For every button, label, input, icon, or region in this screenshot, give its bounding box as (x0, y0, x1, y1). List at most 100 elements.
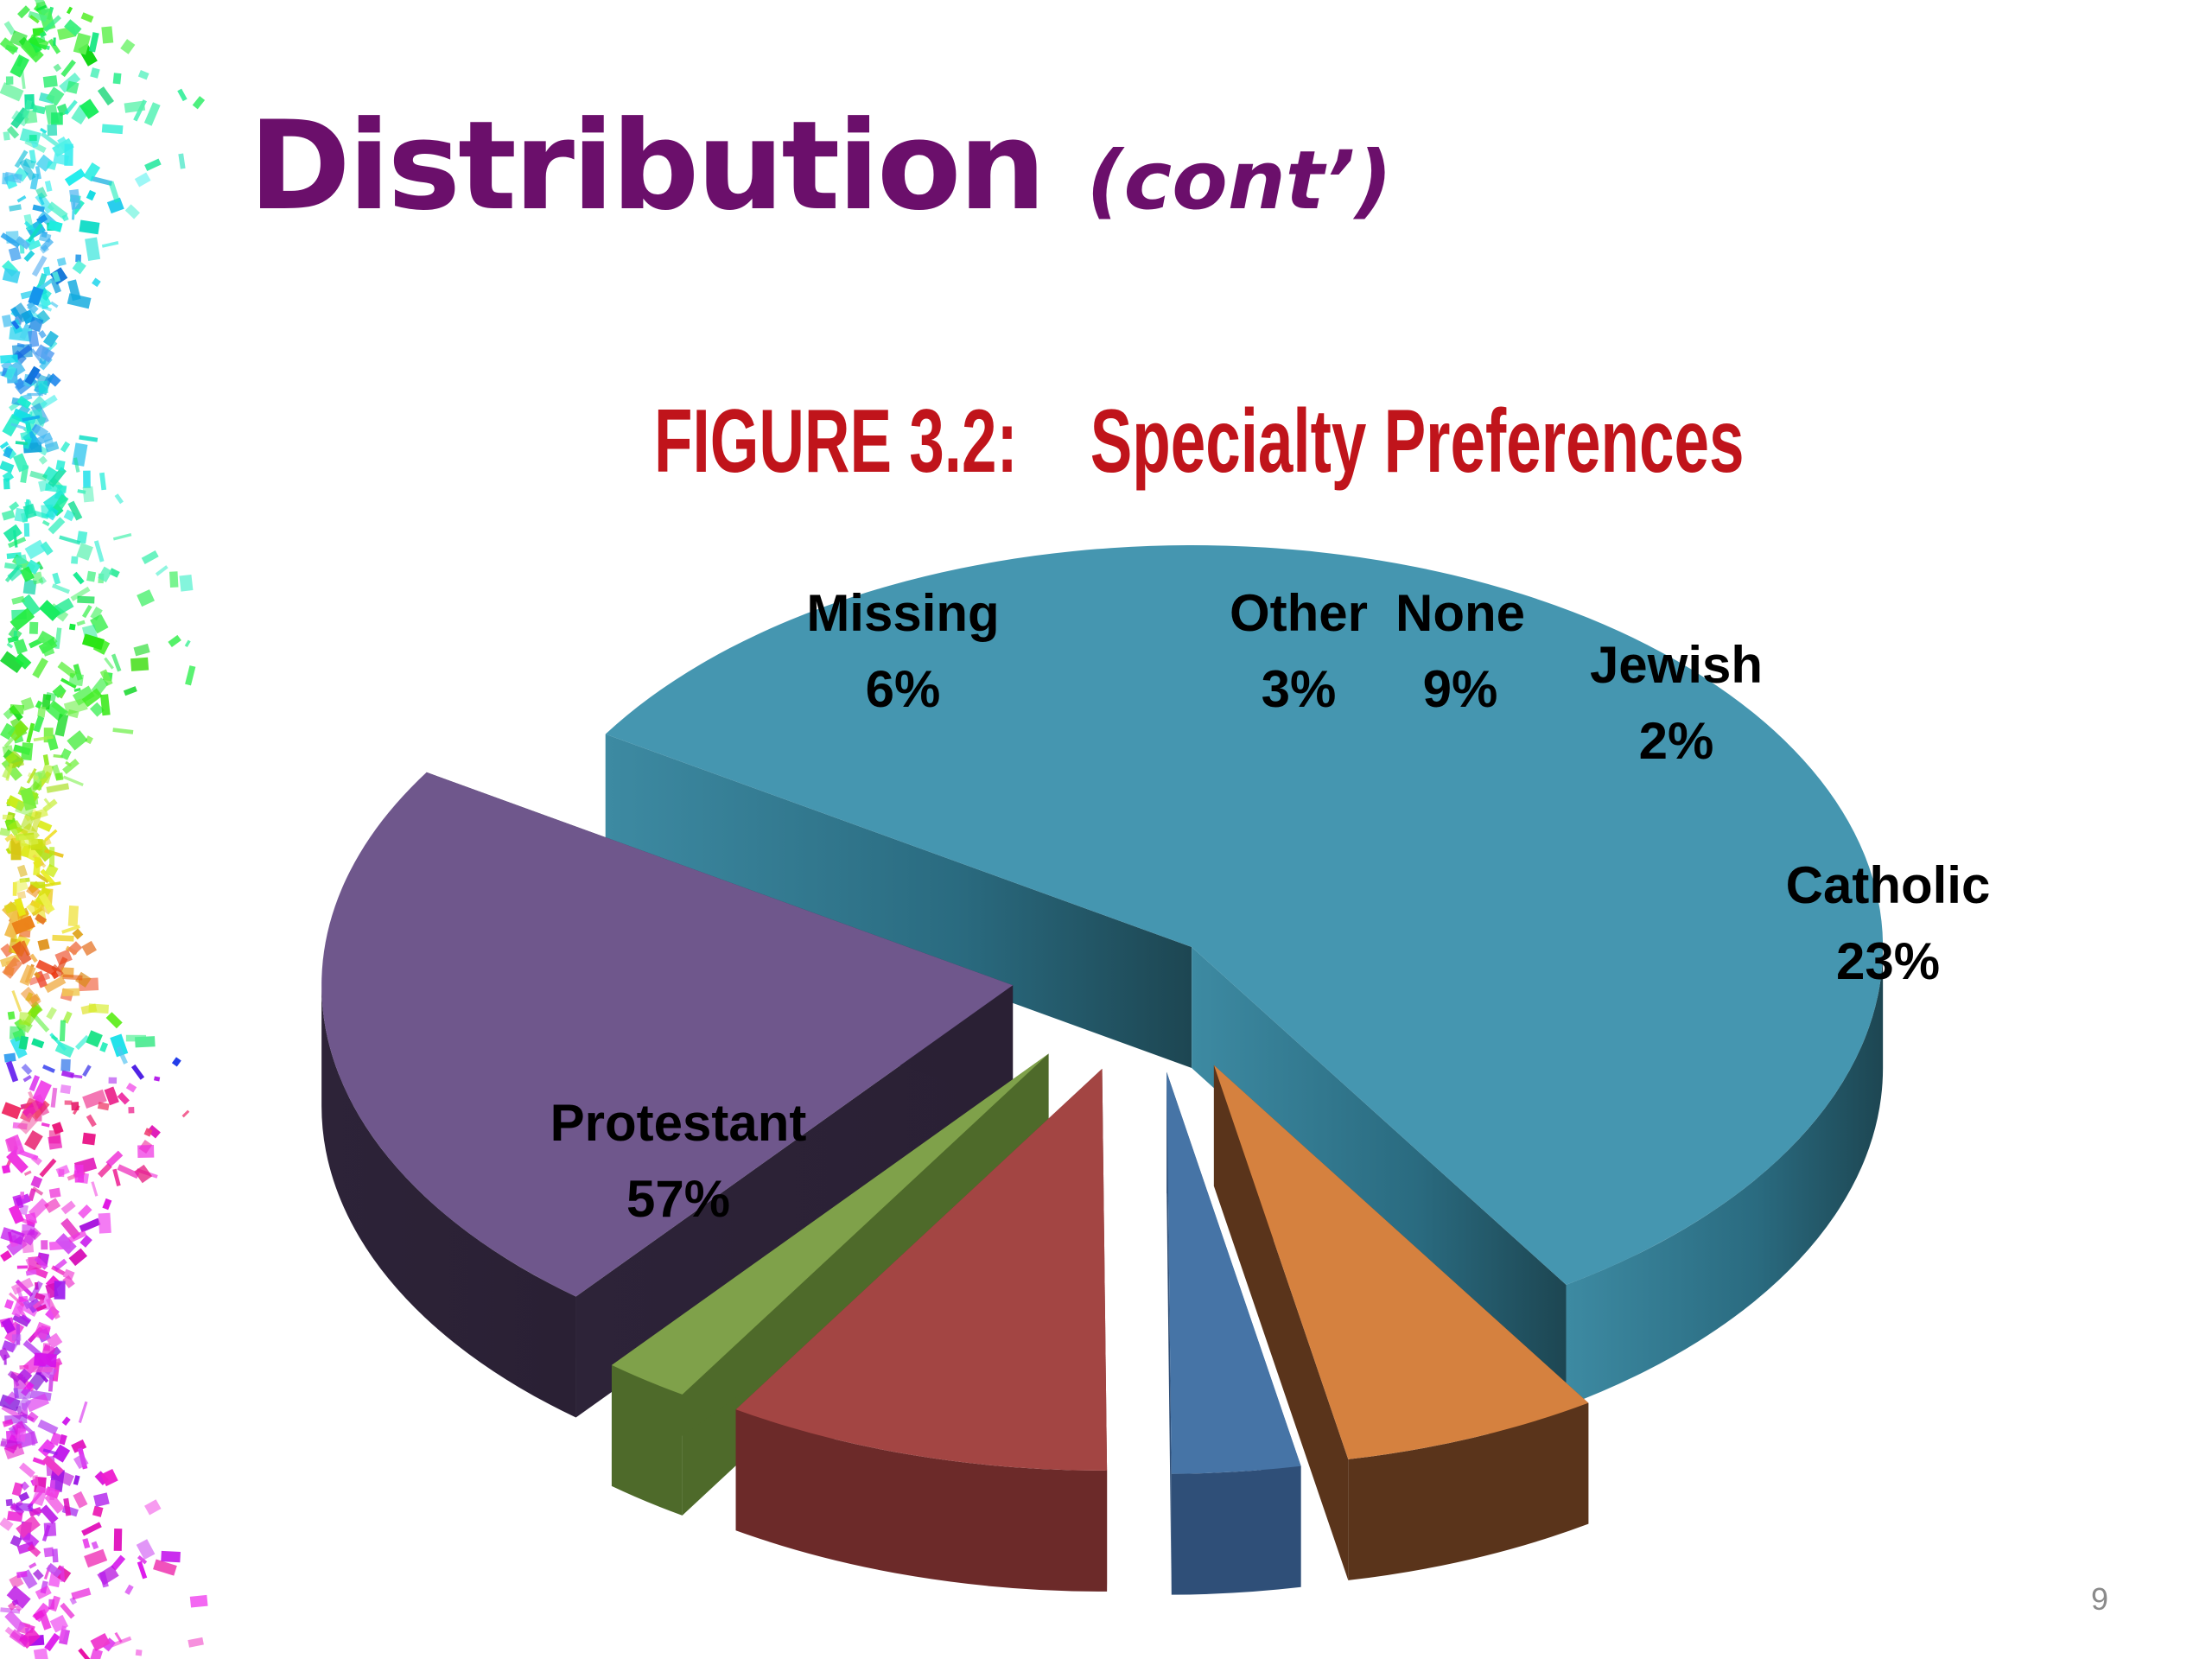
confetti-piece (14, 507, 27, 523)
page-number: 9 (2090, 1581, 2109, 1617)
confetti-piece (112, 73, 122, 85)
confetti-piece (168, 634, 181, 648)
confetti-piece (67, 709, 79, 719)
confetti-piece (20, 813, 35, 831)
pie-slice-protestant (605, 545, 1884, 1406)
confetti-piece (111, 653, 122, 672)
confetti-piece (16, 342, 25, 348)
confetti-piece (37, 820, 53, 832)
confetti-piece (74, 1164, 85, 1183)
confetti-piece (0, 1347, 10, 1361)
confetti-piece (60, 1084, 72, 1095)
confetti-piece (69, 188, 81, 210)
confetti-piece (3, 365, 17, 380)
confetti-piece (7, 635, 19, 644)
confetti-piece (3, 1443, 25, 1460)
confetti-piece (171, 1057, 181, 1067)
slice-top-catholic (321, 772, 1014, 1297)
confetti-piece (78, 1648, 94, 1659)
confetti-piece (28, 34, 49, 51)
confetti-piece (14, 149, 29, 168)
confetti-piece (37, 770, 47, 780)
confetti-piece (22, 1074, 32, 1083)
confetti-piece (62, 974, 83, 981)
confetti-piece (3, 447, 13, 459)
confetti-piece (6, 1585, 31, 1609)
confetti-piece (31, 571, 44, 585)
confetti-piece (54, 949, 73, 966)
confetti-piece (41, 694, 52, 710)
confetti-piece (44, 180, 53, 192)
confetti-piece (5, 848, 12, 855)
confetti-piece (44, 829, 58, 842)
confetti-piece (97, 86, 115, 106)
confetti-piece (73, 1491, 88, 1509)
confetti-piece (10, 423, 26, 430)
confetti-piece (92, 1505, 104, 1517)
confetti-piece (137, 70, 149, 80)
confetti-piece (68, 1248, 88, 1267)
confetti-piece (124, 1584, 134, 1595)
confetti-piece (117, 1164, 140, 1179)
confetti-piece (27, 223, 43, 243)
confetti-piece (0, 82, 24, 102)
confetti-piece (32, 1475, 39, 1486)
confetti-piece (111, 1554, 126, 1571)
confetti-piece (22, 158, 36, 169)
confetti-piece (3, 21, 16, 35)
confetti-piece (30, 1175, 43, 1189)
confetti-piece (3, 524, 22, 543)
confetti-piece (60, 1058, 71, 1071)
confetti-piece (22, 436, 33, 449)
confetti-piece (86, 1114, 97, 1128)
confetti-piece (79, 1235, 92, 1248)
confetti-piece (114, 493, 124, 505)
confetti-piece (85, 237, 101, 261)
confetti-piece (51, 1122, 64, 1135)
confetti-piece (0, 722, 16, 741)
confetti-piece (2, 814, 13, 820)
confetti-piece (15, 1389, 31, 1400)
confetti-piece (32, 1299, 45, 1310)
confetti-piece (41, 1455, 64, 1477)
pie-slice-none (735, 1068, 1108, 1592)
confetti-piece (29, 15, 40, 24)
confetti-piece (73, 457, 80, 473)
confetti-piece (43, 15, 61, 33)
confetti-piece (81, 604, 92, 619)
confetti-piece (35, 1304, 48, 1313)
confetti-piece (48, 219, 63, 232)
confetti-piece (42, 1065, 55, 1073)
confetti-piece (0, 232, 21, 248)
confetti-piece (81, 940, 97, 957)
confetti-piece (51, 1034, 59, 1041)
confetti-piece (49, 1432, 62, 1446)
confetti-piece (82, 1132, 96, 1146)
confetti-piece (81, 688, 103, 708)
confetti-piece (35, 344, 55, 363)
confetti-piece (0, 1250, 12, 1262)
confetti-piece (18, 833, 39, 847)
confetti-piece (169, 571, 179, 588)
confetti-piece (38, 893, 55, 913)
confetti-piece (16, 1427, 27, 1443)
confetti-piece (33, 856, 41, 876)
confetti-piece (40, 541, 54, 556)
confetti-piece (80, 12, 94, 23)
confetti-piece (61, 925, 80, 934)
confetti-piece (134, 1164, 153, 1184)
confetti-piece (61, 1416, 71, 1426)
confetti-piece (46, 161, 57, 171)
confetti-piece (78, 1205, 92, 1219)
confetti-piece (137, 1145, 155, 1159)
confetti-piece (77, 595, 95, 604)
confetti-piece (18, 1295, 29, 1302)
confetti-decoration (0, 0, 208, 1659)
confetti-piece (124, 204, 140, 219)
confetti-piece (55, 460, 66, 472)
confetti-piece (5, 1498, 13, 1507)
confetti-piece (8, 246, 22, 262)
confetti-piece (92, 277, 101, 288)
confetti-piece (24, 365, 41, 385)
confetti-piece (37, 279, 53, 292)
